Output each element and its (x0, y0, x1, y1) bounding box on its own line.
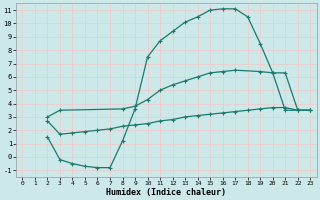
X-axis label: Humidex (Indice chaleur): Humidex (Indice chaleur) (106, 188, 226, 197)
